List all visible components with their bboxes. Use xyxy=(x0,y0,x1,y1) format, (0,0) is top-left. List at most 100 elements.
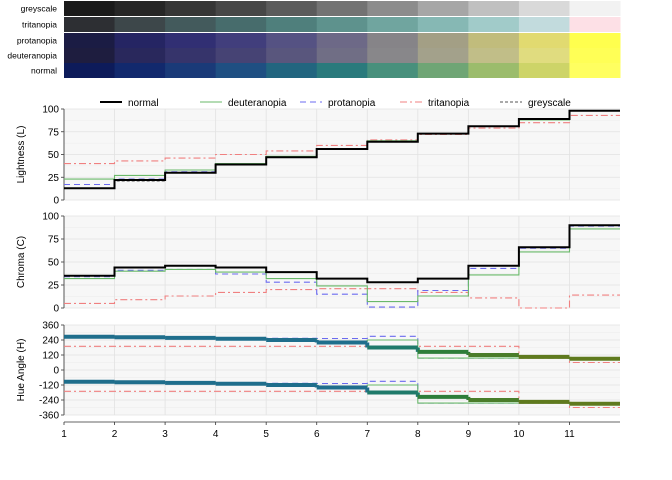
color-swatch xyxy=(468,48,520,63)
color-swatch xyxy=(165,17,217,32)
color-swatch xyxy=(114,63,166,78)
series-tritanopia-line xyxy=(64,390,620,409)
y-axis-label: Hue Angle (H) xyxy=(16,339,27,402)
chart-legend: normal deuteranopia protanopia tritanopia gr… xyxy=(100,98,571,109)
y-axis-label: Lightness (L) xyxy=(16,126,27,184)
series-normal-line xyxy=(64,109,620,190)
series-tritanopia-line xyxy=(64,345,620,364)
color-swatch xyxy=(417,17,469,32)
color-swatch xyxy=(367,63,419,78)
y-tick-label: 75 xyxy=(48,127,60,138)
color-swatch xyxy=(367,1,419,16)
y-axis-label: Chroma (C) xyxy=(16,236,27,288)
color-swatch xyxy=(316,17,368,32)
y-tick-label: 50 xyxy=(48,258,60,269)
color-swatch xyxy=(518,33,570,48)
x-tick-label: 8 xyxy=(415,429,421,440)
chart-panel: 0 25 50 75 100 Chroma (C) xyxy=(16,212,620,315)
color-swatch xyxy=(64,1,116,16)
color-swatch xyxy=(518,63,570,78)
color-swatch xyxy=(518,1,570,16)
legend-protanopia-label: protanopia xyxy=(328,98,376,109)
x-tick-label: 1 xyxy=(61,429,67,440)
chart-panel: -360 -240 -120 0 120 240 360 Hue Angle (H) xyxy=(16,321,620,422)
y-tick-label: 100 xyxy=(42,105,59,116)
color-swatch xyxy=(215,33,267,48)
color-swatch xyxy=(215,48,267,63)
series-tritanopia-line xyxy=(64,114,620,165)
color-swatch xyxy=(165,1,217,16)
color-swatch xyxy=(417,1,469,16)
color-swatch xyxy=(215,17,267,32)
color-swatch xyxy=(569,48,621,63)
legend-normal-label: normal xyxy=(128,98,159,109)
color-swatch xyxy=(165,33,217,48)
color-swatch xyxy=(316,63,368,78)
color-swatch xyxy=(569,17,621,32)
x-tick-label: 3 xyxy=(162,429,168,440)
y-tick-label: 360 xyxy=(42,321,59,332)
x-tick-label: 9 xyxy=(466,429,472,440)
legend-tritanopia-label: tritanopia xyxy=(428,98,470,109)
color-swatch xyxy=(367,48,419,63)
y-tick-label: 120 xyxy=(42,351,59,362)
color-swatch xyxy=(64,33,116,48)
chart-panels: 0 25 50 75 100 Lightness (L) 0 25 50 75 100 Chroma … xyxy=(16,105,620,422)
swatch-row-label: deuteranopia xyxy=(7,51,57,61)
color-swatch xyxy=(468,17,520,32)
x-tick-label: 2 xyxy=(112,429,118,440)
color-swatch xyxy=(64,17,116,32)
y-tick-label: -120 xyxy=(39,381,59,392)
y-tick-label: 25 xyxy=(48,173,60,184)
color-swatch xyxy=(367,17,419,32)
color-swatch xyxy=(266,33,318,48)
color-swatch xyxy=(569,1,621,16)
x-axis: 1 2 3 4 5 6 7 8 9 10 11 xyxy=(61,421,620,440)
color-swatch xyxy=(266,48,318,63)
color-swatch-grid: greyscale tritanopia protanopia deuteranopi… xyxy=(7,1,621,78)
color-swatch xyxy=(215,63,267,78)
series-group xyxy=(64,224,620,309)
color-swatch xyxy=(518,48,570,63)
color-swatch xyxy=(367,33,419,48)
color-swatch xyxy=(569,63,621,78)
color-swatch xyxy=(165,63,217,78)
x-tick-label: 4 xyxy=(213,429,219,440)
series-normal-line xyxy=(64,224,620,284)
series-protanopia-line xyxy=(64,225,620,308)
color-swatch xyxy=(114,48,166,63)
y-tick-label: 0 xyxy=(53,366,59,377)
color-swatch xyxy=(417,33,469,48)
color-swatch xyxy=(316,1,368,16)
color-swatch xyxy=(468,1,520,16)
series-group xyxy=(64,334,620,409)
color-swatch xyxy=(114,1,166,16)
x-tick-label: 5 xyxy=(263,429,269,440)
x-tick-label: 7 xyxy=(364,429,370,440)
color-swatch xyxy=(114,33,166,48)
series-tritanopia-line xyxy=(64,288,620,309)
color-swatch xyxy=(266,17,318,32)
swatch-row-label: greyscale xyxy=(21,4,58,14)
y-tick-label: 0 xyxy=(53,304,59,315)
y-tick-label: 25 xyxy=(48,281,60,292)
color-swatch xyxy=(518,17,570,32)
color-swatch xyxy=(64,63,116,78)
legend-deuteranopia-label: deuteranopia xyxy=(228,98,287,109)
color-swatch xyxy=(215,1,267,16)
y-tick-label: 240 xyxy=(42,336,59,347)
series-group xyxy=(64,109,620,190)
color-swatch xyxy=(569,33,621,48)
legend-greyscale-label: greyscale xyxy=(528,98,571,109)
chart-panel: 0 25 50 75 100 Lightness (L) xyxy=(16,105,620,207)
color-swatch xyxy=(316,33,368,48)
swatch-row-label: tritanopia xyxy=(22,20,57,30)
color-swatch xyxy=(266,1,318,16)
color-swatch xyxy=(114,17,166,32)
x-tick-label: 10 xyxy=(513,429,525,440)
y-tick-label: 0 xyxy=(53,196,59,207)
color-swatch xyxy=(417,48,469,63)
swatch-row-label: protanopia xyxy=(17,36,57,46)
y-tick-label: 100 xyxy=(42,212,59,223)
